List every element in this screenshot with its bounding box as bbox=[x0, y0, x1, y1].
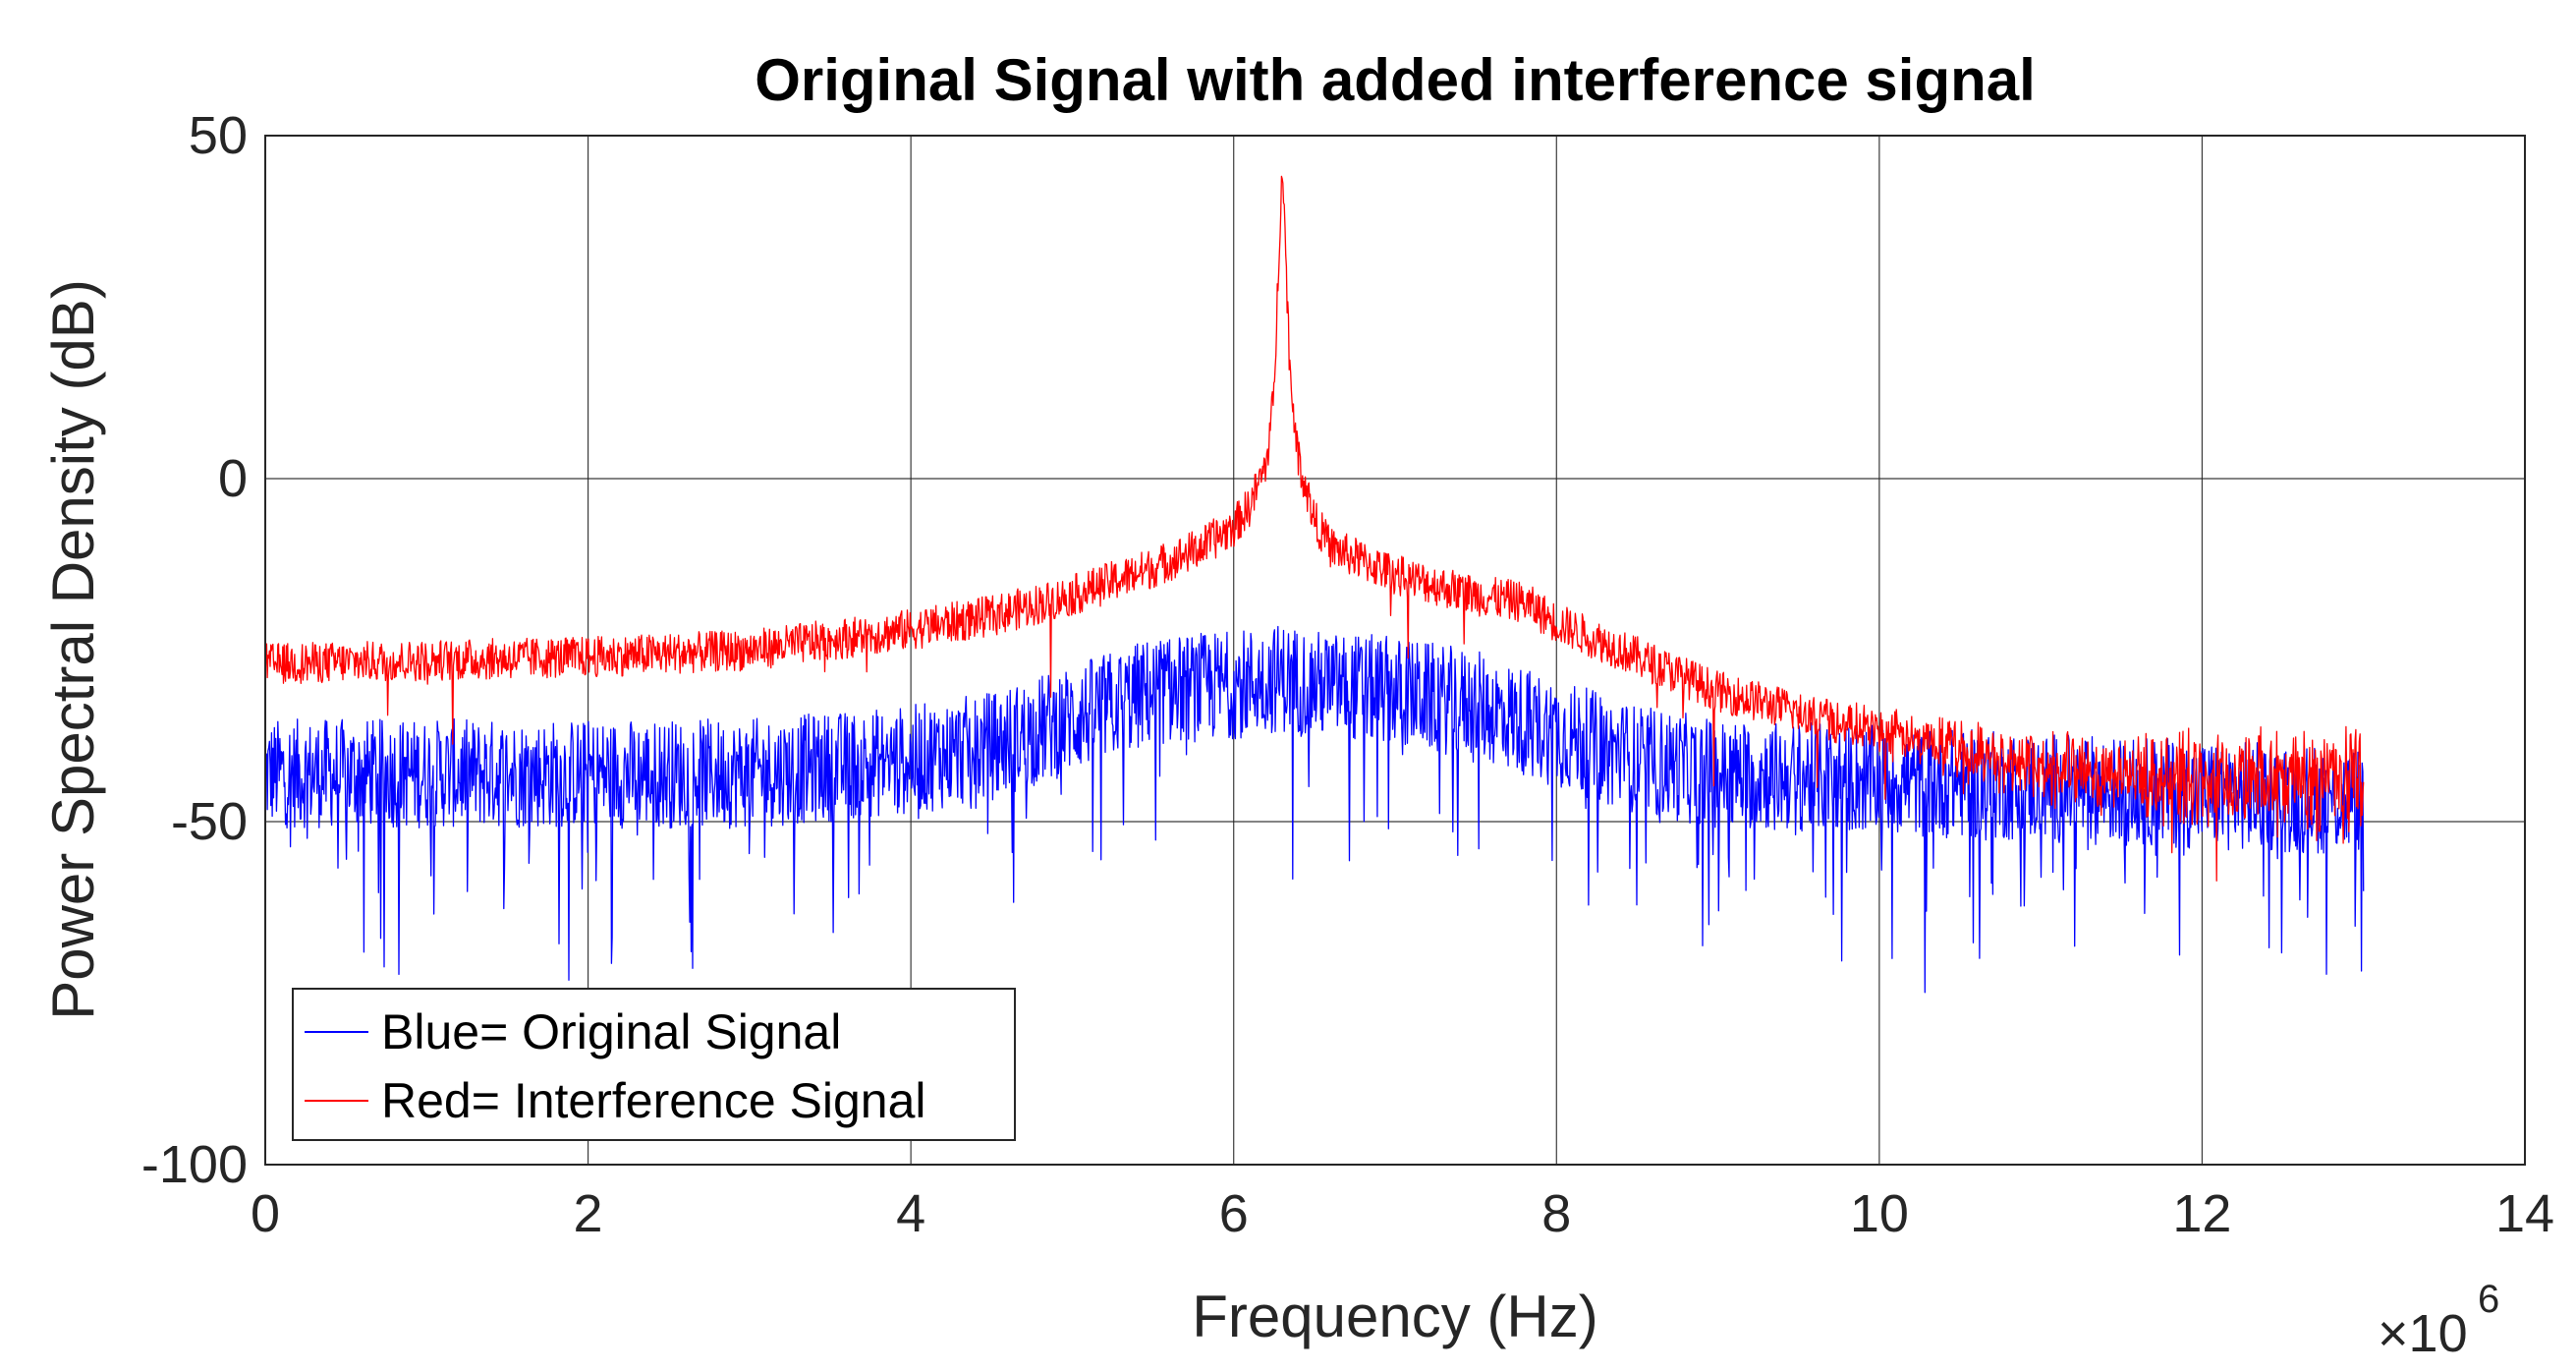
grid-lines bbox=[265, 136, 2525, 1165]
chart-title: Original Signal with added interference … bbox=[755, 47, 2036, 113]
series-interference-line bbox=[264, 175, 2365, 882]
legend-label-original: Blue= Original Signal bbox=[381, 1004, 841, 1059]
x-tick-label: 2 bbox=[574, 1184, 603, 1243]
y-tick-label: -100 bbox=[141, 1135, 248, 1194]
x-tick-label: 6 bbox=[1219, 1184, 1249, 1243]
x-tick-label: 12 bbox=[2172, 1184, 2231, 1243]
x-multiplier: ×10 bbox=[2378, 1304, 2468, 1363]
y-tick-label: 50 bbox=[189, 106, 248, 165]
legend-box bbox=[292, 988, 1016, 1141]
legend: Blue= Original Signal Red= Interference … bbox=[292, 988, 1016, 1141]
x-multiplier-exponent: 6 bbox=[2478, 1278, 2499, 1321]
x-axis-label: Frequency (Hz) bbox=[1192, 1284, 1597, 1349]
y-tick-label: -50 bbox=[171, 792, 248, 851]
legend-label-interference: Red= Interference Signal bbox=[381, 1073, 926, 1128]
y-tick-label: 0 bbox=[218, 449, 248, 508]
plot-frame bbox=[264, 135, 2526, 1166]
series-group bbox=[264, 175, 2365, 994]
x-tick-label: 10 bbox=[1850, 1184, 1909, 1243]
y-tick-labels: 50 0 -50 -100 bbox=[141, 106, 248, 1194]
x-tick-label: 14 bbox=[2495, 1184, 2554, 1243]
x-tick-label: 0 bbox=[251, 1184, 280, 1243]
x-tick-labels: 0 2 4 6 8 10 12 14 bbox=[251, 1184, 2554, 1243]
series-original-line bbox=[264, 625, 2365, 994]
y-axis-label: Power Spectral Density (dB) bbox=[40, 279, 106, 1020]
x-tick-label: 4 bbox=[896, 1184, 925, 1243]
x-tick-label: 8 bbox=[1541, 1184, 1571, 1243]
